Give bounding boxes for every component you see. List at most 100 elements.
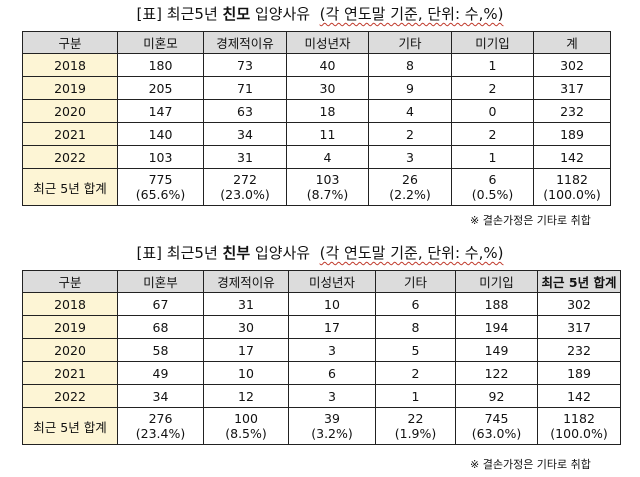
total-count: 100 [234, 411, 258, 426]
total-count: 775 [148, 172, 173, 187]
row-label: 2019 [22, 76, 118, 100]
table-cell: 58 [117, 338, 204, 362]
total-percent: (8.7%) [306, 187, 349, 202]
total-percent: (3.2%) [311, 426, 353, 441]
table2-header: 미기입 [455, 270, 538, 293]
row-label: 2021 [22, 361, 118, 385]
table-cell: 317 [533, 76, 611, 100]
table-cell: 10 [203, 361, 289, 385]
table-cell: 2 [451, 122, 534, 146]
row-label: 2022 [22, 384, 118, 408]
table1-header: 경제적이유 [203, 31, 287, 54]
table-cell: 1 [451, 53, 534, 77]
table1-header-row: 구분 미혼모 경제적이유 미성년자 기타 미기입 계 [22, 31, 611, 54]
table2-title-prefix: [표] 최근5년 [136, 244, 223, 262]
row-label: 2020 [22, 99, 118, 123]
total-cell: 103 (8.7%) [286, 168, 369, 206]
table-row: 2022 103 31 4 3 1 142 [22, 145, 611, 169]
table-cell: 49 [117, 361, 204, 385]
total-count: 272 [233, 172, 257, 187]
total-percent: (2.2%) [389, 187, 431, 202]
total-count: 1182 [556, 172, 588, 187]
table-cell: 149 [455, 338, 538, 362]
table1-title: [표] 최근5년 친모 입양사유 (각 연도말 기준, 단위: 수,%) [0, 4, 640, 24]
table1-footnote: ※ 결손가정은 기타로 취합 [470, 214, 591, 227]
table-cell: 8 [375, 315, 456, 339]
table-row: 2019 68 30 17 8 194 317 [22, 315, 621, 339]
table-cell: 17 [203, 338, 289, 362]
table-cell: 3 [288, 338, 376, 362]
table-cell: 12 [203, 384, 289, 408]
table1-title-prefix: [표] 최근5년 [136, 5, 223, 23]
table-cell: 8 [368, 53, 452, 77]
table-row: 2022 34 12 3 1 92 142 [22, 384, 621, 408]
total-percent: (8.5%) [225, 426, 267, 441]
table-cell: 0 [451, 99, 534, 123]
table-cell: 9 [368, 76, 452, 100]
table2: 구분 미혼부 경제적이유 미성년자 기타 미기입 최근 5년 합계 2018 6… [22, 270, 621, 445]
table-cell: 67 [117, 292, 204, 316]
total-count: 6 [488, 172, 497, 187]
table-cell: 31 [203, 145, 287, 169]
row-label: 2018 [22, 292, 118, 316]
total-cell: 6 (0.5%) [451, 168, 534, 206]
table-cell: 3 [288, 384, 376, 408]
table1-header: 미혼모 [117, 31, 204, 54]
table-cell: 40 [286, 53, 369, 77]
total-label: 최근 5년 합계 [22, 168, 118, 206]
table-cell: 302 [537, 292, 621, 316]
total-count: 1182 [563, 411, 595, 426]
table-cell: 189 [533, 122, 611, 146]
total-percent: (100.0%) [550, 426, 608, 441]
table-cell: 317 [537, 315, 621, 339]
table-cell: 30 [203, 315, 289, 339]
total-percent: (23.0%) [220, 187, 270, 202]
table-cell: 194 [455, 315, 538, 339]
table-cell: 34 [203, 122, 287, 146]
table-row: 2021 140 34 11 2 2 189 [22, 122, 611, 146]
table2-title-suffix: 입양사유 [250, 244, 311, 262]
total-label: 최근 5년 합계 [22, 407, 118, 445]
table-cell: 2 [451, 76, 534, 100]
table-cell: 2 [375, 361, 456, 385]
total-cell: 22 (1.9%) [375, 407, 456, 445]
table-cell: 6 [288, 361, 376, 385]
table-cell: 30 [286, 76, 369, 100]
table-cell: 92 [455, 384, 538, 408]
table1-header: 미기입 [451, 31, 534, 54]
total-count: 745 [484, 411, 509, 426]
table-cell: 71 [203, 76, 287, 100]
table-cell: 1 [375, 384, 456, 408]
table2-title-note: (각 연도말 기준, 단위: 수,%) [319, 244, 504, 262]
table1-title-bold: 친모 [222, 5, 251, 23]
total-cell: 39 (3.2%) [288, 407, 376, 445]
table-cell: 180 [117, 53, 204, 77]
table1-total-row: 최근 5년 합계 775 (65.6%) 272 (23.0%) 103 (8.7%)… [22, 168, 611, 206]
table-cell: 63 [203, 99, 287, 123]
table1-header: 계 [533, 31, 611, 54]
table-row: 2018 180 73 40 8 1 302 [22, 53, 611, 77]
row-label: 2019 [22, 315, 118, 339]
table2-header: 경제적이유 [203, 270, 289, 293]
table-cell: 205 [117, 76, 204, 100]
table2-header-row: 구분 미혼부 경제적이유 미성년자 기타 미기입 최근 5년 합계 [22, 270, 621, 293]
table-cell: 18 [286, 99, 369, 123]
table-cell: 10 [288, 292, 376, 316]
table-cell: 4 [286, 145, 369, 169]
table-cell: 1 [451, 145, 534, 169]
table2-header: 미성년자 [288, 270, 376, 293]
table-row: 2020 147 63 18 4 0 232 [22, 99, 611, 123]
table-cell: 68 [117, 315, 204, 339]
total-percent: (63.0%) [471, 426, 522, 441]
table-cell: 11 [286, 122, 369, 146]
total-cell: 775 (65.6%) [117, 168, 204, 206]
table-row: 2018 67 31 10 6 188 302 [22, 292, 621, 316]
table-row: 2021 49 10 6 2 122 189 [22, 361, 621, 385]
table-cell: 2 [368, 122, 452, 146]
total-count: 22 [407, 411, 424, 426]
table1-title-note: (각 연도말 기준, 단위: 수,%) [319, 5, 504, 23]
table2-header: 기타 [375, 270, 456, 293]
total-percent: (0.5%) [471, 187, 514, 202]
total-cell: 100 (8.5%) [203, 407, 289, 445]
table2-header: 최근 5년 합계 [537, 270, 621, 293]
